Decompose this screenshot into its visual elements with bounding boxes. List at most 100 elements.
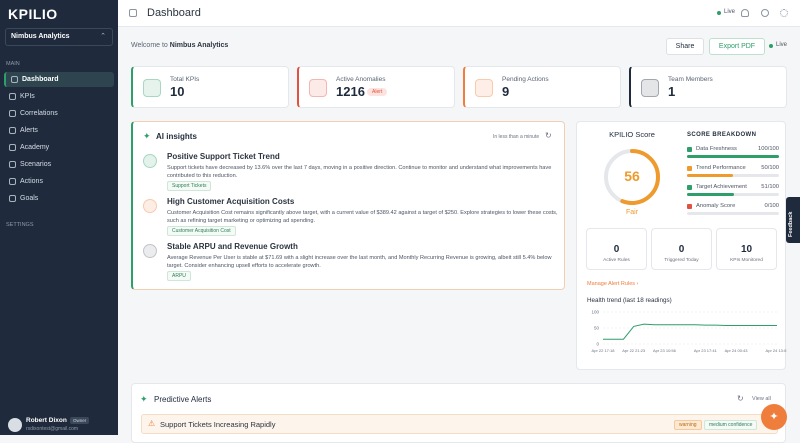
insight-tag: ARPU — [167, 271, 191, 281]
alert-row[interactable]: ⚠ Support Tickets Increasing Rapidly warni… — [141, 414, 778, 434]
x-tick-label: Apr 23 10:56 — [653, 348, 677, 353]
nav-icon — [9, 127, 16, 134]
alert-title: Support Tickets Increasing Rapidly — [160, 420, 276, 429]
breakdown-title: SCORE BREAKDOWN — [687, 132, 757, 138]
feedback-tab[interactable]: Feedback — [786, 197, 800, 243]
breakdown-icon — [687, 204, 692, 209]
welcome-prefix: Welcome to — [131, 42, 168, 49]
nav-item[interactable]: Correlations — [4, 106, 114, 121]
user-email: rsdixontest@gmail.com — [26, 426, 79, 432]
insight-icon — [143, 154, 157, 168]
breakdown-row: Data Freshness 100/100 — [687, 146, 779, 160]
stat-card: 0 Triggered Today — [651, 228, 712, 270]
stat-value: 10 — [740, 244, 753, 255]
insight-text: Customer Acquisition Cost remains signif… — [167, 210, 558, 225]
live-dot — [769, 44, 773, 48]
nav-item[interactable]: Goals — [4, 191, 114, 206]
view-all[interactable]: View all — [752, 396, 771, 402]
nav-item[interactable]: Alerts — [4, 123, 114, 138]
manage-alert-rules[interactable]: Manage Alert Rules › — [587, 281, 639, 287]
stat-label: Active Rules — [603, 258, 630, 263]
score-panel: KPILIO Score 56 Fair SCORE BREAKDOWN Dat… — [576, 121, 787, 370]
x-tick-label: Apr 22 21:23 — [622, 348, 646, 353]
health-chart: 0 50 100 Apr 22 17:18 Apr 22 21:23 Apr 23 10:… — [591, 310, 787, 354]
nav-item[interactable]: Actions — [4, 174, 114, 189]
section-label: SETTINGS — [6, 222, 34, 228]
breakdown-bar — [687, 174, 733, 177]
predictive-alerts: ✦ Predictive Alerts ↻ View all ⚠ Support … — [131, 383, 786, 443]
kpi-icon — [143, 79, 161, 97]
refresh[interactable]: ↻ — [545, 131, 552, 140]
breakdown-bar — [687, 193, 734, 196]
nav-icon — [9, 144, 16, 151]
kpi-label: Total KPIs — [170, 76, 200, 83]
nav-item[interactable]: Scenarios — [4, 157, 114, 172]
insight-text: Average Revenue Per User is stable at $7… — [167, 255, 552, 270]
insight: Stable ARPU and Revenue Growth Average Re… — [143, 242, 553, 282]
sidebar-toggle[interactable] — [129, 9, 137, 17]
kpi-value: 10 — [170, 84, 185, 99]
insights-title: AI insights — [156, 132, 197, 141]
health-title: Health trend (last 18 readings) — [587, 297, 672, 304]
share-button[interactable]: Share — [666, 38, 704, 55]
notifications[interactable] — [741, 9, 749, 17]
breakdown-track — [687, 174, 779, 177]
help[interactable] — [761, 9, 769, 17]
feedback-label: Feedback — [788, 211, 794, 237]
nav-icon — [9, 161, 16, 168]
x-tick-label: Apr 23 17:41 — [694, 348, 718, 353]
breakdown-row: Target Achievement 51/100 — [687, 184, 779, 198]
alert-icon: ⚠ — [148, 419, 156, 428]
kpi-label: Pending Actions — [502, 76, 549, 83]
insight: Positive Support Ticket Trend Support tic… — [143, 152, 553, 192]
nav-item[interactable]: Dashboard — [4, 72, 114, 87]
insight-icon — [143, 199, 157, 213]
breakdown-icon — [687, 166, 692, 171]
page-title: Dashboard — [147, 7, 201, 19]
stat-value: 0 — [613, 244, 620, 255]
kpi-icon — [309, 79, 327, 97]
kpi-card: Active Anomalies 1216 Alert — [297, 66, 455, 108]
share-label: Share — [675, 43, 695, 50]
alert-severity: warning — [674, 420, 702, 430]
export-button[interactable]: Export PDF — [709, 38, 765, 55]
insight: High Customer Acquisition Costs Customer … — [143, 197, 558, 237]
breakdown-label: Trend Performance — [696, 165, 746, 171]
nav-item[interactable]: KPIs — [4, 89, 114, 104]
breakdown-row: Trend Performance 50/100 — [687, 165, 779, 179]
nav-icon — [9, 195, 16, 202]
nav-icon — [9, 178, 16, 185]
breakdown-value: 51/100 — [761, 184, 779, 190]
kpi-card: Pending Actions 9 — [463, 66, 621, 108]
y-tick-label: 0 — [596, 342, 599, 347]
nav-item[interactable]: Academy — [4, 140, 114, 155]
insight-title: Positive Support Ticket Trend — [167, 152, 280, 161]
insight-title: Stable ARPU and Revenue Growth — [167, 242, 298, 251]
health-line — [603, 323, 777, 340]
score-title: KPILIO Score — [609, 130, 655, 139]
workspace-selector[interactable]: Nimbus Analytics ⌃ — [5, 28, 113, 46]
stat-value: 0 — [678, 244, 685, 255]
breakdown-track — [687, 155, 779, 158]
ai-insights: ✦ AI insights In less than a minute ↻ Po… — [131, 121, 565, 290]
section-label: MAIN — [6, 61, 20, 67]
insights-updated: In less than a minute — [493, 134, 540, 140]
user-role: Owner — [70, 417, 90, 424]
breakdown-value: 100/100 — [758, 146, 779, 152]
refresh[interactable]: ↻ — [737, 394, 744, 403]
insight-text: Support tickets have decreased by 13.6% … — [167, 165, 552, 180]
kpi-value: 9 — [502, 84, 510, 99]
breakdown-label: Target Achievement — [696, 184, 747, 190]
stat-label: KPIs Monitored — [730, 258, 763, 263]
user-name: Robert Dixon — [26, 417, 67, 424]
welcome-workspace: Nimbus Analytics — [169, 42, 229, 49]
score-value: 56 — [624, 168, 640, 184]
insight-icon — [143, 244, 157, 258]
breakdown-bar — [687, 155, 779, 158]
breakdown-label: Anomaly Score — [696, 203, 736, 209]
breakdown-value: 50/100 — [761, 165, 779, 171]
assistant-button[interactable]: ✦ — [761, 404, 787, 430]
theme-toggle[interactable] — [780, 9, 788, 17]
nav-icon — [11, 76, 18, 83]
